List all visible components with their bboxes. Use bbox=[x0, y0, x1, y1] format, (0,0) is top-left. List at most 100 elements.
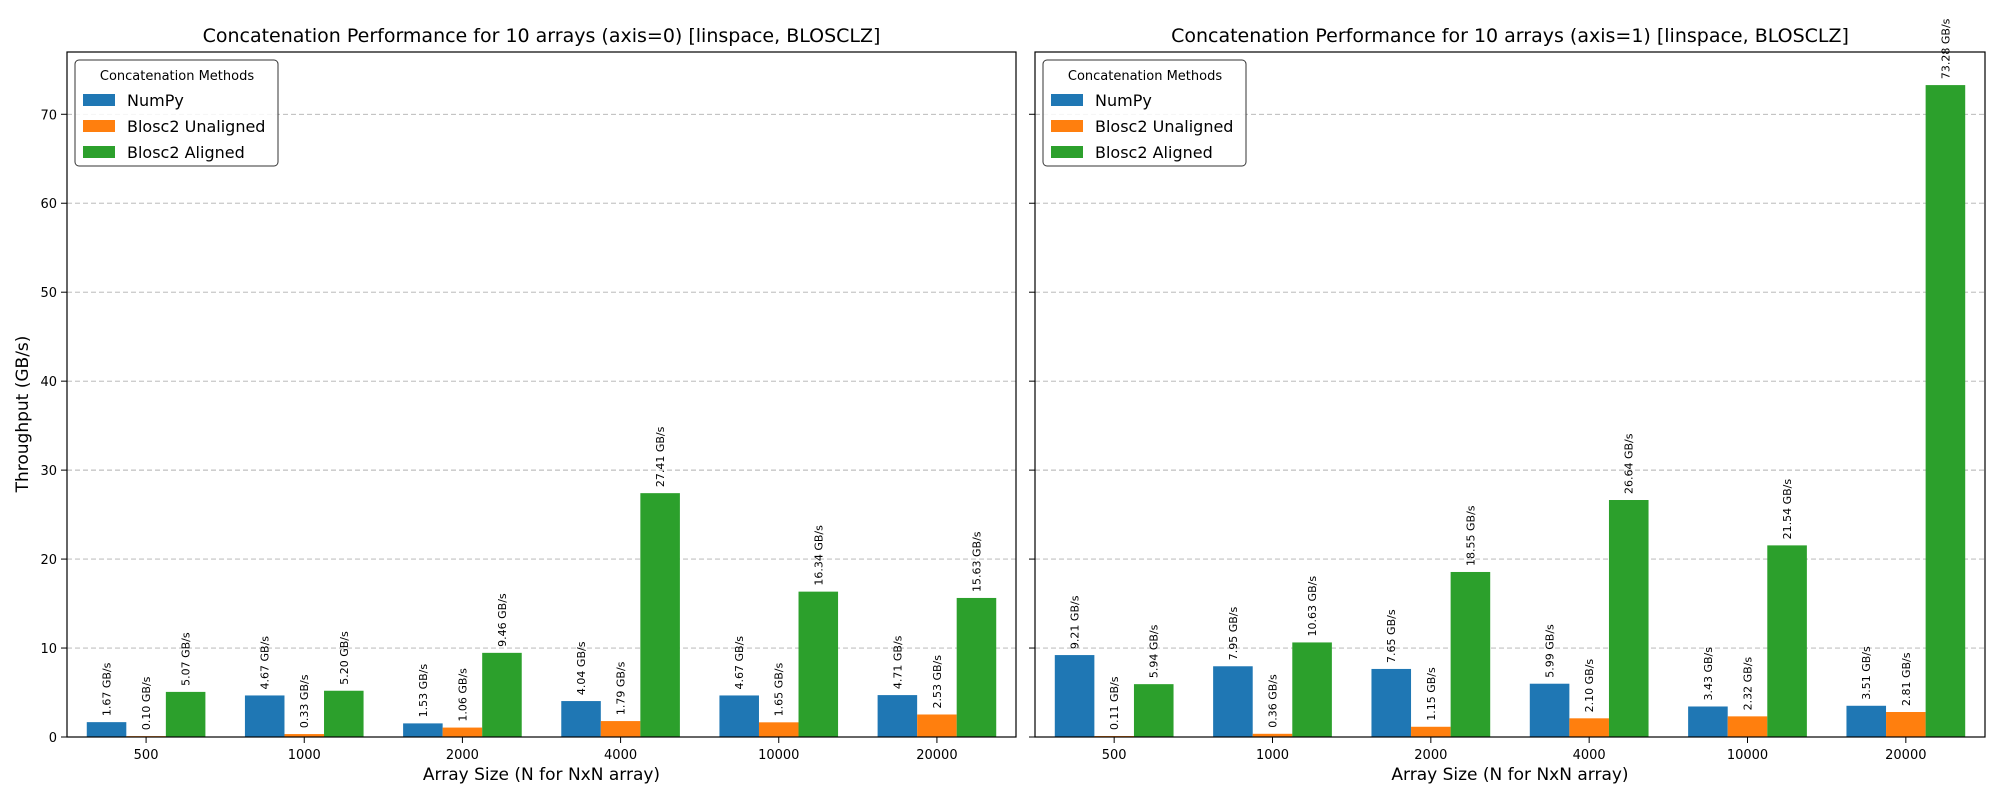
bar-blosc2-unaligned-4000[interactable] bbox=[1569, 718, 1609, 737]
bar-value-label: 7.65 GB/s bbox=[1385, 609, 1398, 663]
bar-blosc2-aligned-1000[interactable] bbox=[1292, 642, 1332, 737]
bar-value-label: 1.79 GB/s bbox=[615, 661, 628, 715]
bar-blosc2-unaligned-1000[interactable] bbox=[284, 734, 325, 737]
x-tick-label: 500 bbox=[1102, 748, 1127, 763]
bar-blosc2-unaligned-10000[interactable] bbox=[1727, 716, 1768, 737]
y-tick-label: 50 bbox=[40, 286, 57, 301]
bar-numpy-10000[interactable] bbox=[1688, 706, 1728, 737]
bar-numpy-500[interactable] bbox=[86, 722, 127, 737]
bar-blosc2-aligned-4000[interactable] bbox=[1608, 500, 1649, 737]
bar-numpy-20000[interactable] bbox=[877, 695, 918, 737]
x-tick-label: 500 bbox=[134, 748, 159, 763]
y-tick-label: 0 bbox=[49, 731, 57, 746]
bar-numpy-2000[interactable] bbox=[403, 723, 443, 737]
legend-title: Concatenation Methods bbox=[1068, 69, 1222, 84]
bar-value-label: 1.53 GB/s bbox=[417, 664, 430, 718]
x-axis-label: Array Size (N for NxN array) bbox=[1391, 765, 1628, 785]
bar-blosc2-aligned-500[interactable] bbox=[165, 691, 206, 737]
bar-value-label: 0.11 GB/s bbox=[1108, 676, 1121, 730]
legend[interactable]: Concatenation Methods NumPy Blosc2 Unalign… bbox=[74, 59, 279, 167]
bar-blosc2-aligned-20000[interactable] bbox=[956, 597, 997, 737]
legend-swatch bbox=[1051, 146, 1083, 158]
bar-blosc2-aligned-10000[interactable] bbox=[1767, 545, 1807, 737]
y-tick-label: 40 bbox=[40, 375, 57, 390]
axes-frame bbox=[66, 51, 1017, 738]
bar-value-label: 15.63 GB/s bbox=[970, 531, 983, 592]
bar-value-label: 4.04 GB/s bbox=[575, 641, 588, 695]
bar-value-label: 7.95 GB/s bbox=[1227, 607, 1240, 661]
bar-blosc2-unaligned-2000[interactable] bbox=[442, 727, 483, 737]
shared-y-axis-label: Throughput (GB/s) bbox=[13, 336, 33, 494]
bar-value-label: 2.81 GB/s bbox=[1900, 652, 1913, 706]
x-tick-label: 10000 bbox=[758, 748, 799, 763]
bar-blosc2-unaligned-2000[interactable] bbox=[1411, 726, 1451, 737]
chart-panel-1: 0 10 20 30 40 50 60 70 1.67 GB/s 4.67 GB/s 1.53 GB… bbox=[40, 25, 1017, 785]
bar-numpy-1000[interactable] bbox=[244, 695, 285, 737]
x-axis-label: Array Size (N for NxN array) bbox=[423, 765, 660, 785]
bar-numpy-10000[interactable] bbox=[719, 695, 759, 737]
bar-numpy-500[interactable] bbox=[1054, 655, 1095, 737]
bar-value-label: 4.67 GB/s bbox=[259, 636, 272, 690]
bar-numpy-4000[interactable] bbox=[1529, 683, 1570, 737]
bar-blosc2-aligned-1000[interactable] bbox=[324, 690, 364, 737]
bar-value-label: 18.55 GB/s bbox=[1464, 505, 1477, 566]
bar-value-label: 9.46 GB/s bbox=[496, 593, 509, 647]
x-tick-label: 1000 bbox=[1256, 748, 1289, 763]
bar-value-label: 0.36 GB/s bbox=[1267, 674, 1280, 728]
axes-frame bbox=[1034, 51, 1986, 738]
bar-blosc2-aligned-20000[interactable] bbox=[1925, 85, 1966, 737]
bar-blosc2-unaligned-20000[interactable] bbox=[1886, 712, 1926, 737]
legend-entry: NumPy bbox=[127, 91, 184, 110]
chart-title: Concatenation Performance for 10 arrays … bbox=[203, 25, 881, 47]
bar-value-label: 1.65 GB/s bbox=[773, 663, 786, 717]
bar-value-label: 26.64 GB/s bbox=[1623, 433, 1636, 494]
legend-entry: NumPy bbox=[1095, 91, 1152, 110]
bar-value-label: 9.21 GB/s bbox=[1069, 595, 1082, 649]
legend[interactable]: Concatenation Methods NumPy Blosc2 Unalign… bbox=[1042, 59, 1247, 167]
bar-value-label: 2.32 GB/s bbox=[1742, 657, 1755, 711]
bar-numpy-4000[interactable] bbox=[561, 701, 601, 737]
x-tick-label: 1000 bbox=[288, 748, 321, 763]
bar-numpy-20000[interactable] bbox=[1846, 705, 1887, 737]
bar-numpy-2000[interactable] bbox=[1371, 668, 1412, 737]
legend-box bbox=[74, 59, 279, 167]
bar-value-label: 0.10 GB/s bbox=[140, 676, 153, 730]
x-tick-label: 4000 bbox=[604, 748, 637, 763]
bar-value-label: 5.07 GB/s bbox=[180, 632, 193, 686]
bar-value-label: 73.28 GB/s bbox=[1939, 18, 1952, 79]
y-tick-label: 70 bbox=[40, 108, 57, 123]
legend-box bbox=[1042, 59, 1247, 167]
bar-blosc2-aligned-2000[interactable] bbox=[1450, 571, 1491, 737]
bar-blosc2-unaligned-1000[interactable] bbox=[1252, 733, 1293, 737]
x-tick-label: 20000 bbox=[1885, 748, 1926, 763]
bar-value-label: 0.33 GB/s bbox=[298, 674, 311, 728]
x-tick-label: 20000 bbox=[916, 748, 957, 763]
bar-blosc2-aligned-10000[interactable] bbox=[798, 591, 839, 737]
x-tick-label: 2000 bbox=[446, 748, 479, 763]
y-tick-label: 60 bbox=[40, 197, 57, 212]
bar-blosc2-aligned-500[interactable] bbox=[1133, 684, 1174, 737]
legend-entry: Blosc2 Unaligned bbox=[1095, 117, 1233, 136]
bar-value-label: 1.06 GB/s bbox=[456, 668, 469, 722]
bar-blosc2-aligned-4000[interactable] bbox=[640, 493, 680, 737]
bar-value-label: 5.94 GB/s bbox=[1148, 624, 1161, 678]
legend-swatch bbox=[83, 146, 115, 158]
bar-blosc2-unaligned-10000[interactable] bbox=[758, 722, 799, 737]
bar-value-label: 1.67 GB/s bbox=[101, 662, 114, 716]
legend-swatch bbox=[1051, 120, 1083, 132]
bar-value-label: 4.67 GB/s bbox=[733, 636, 746, 690]
bar-value-label: 3.43 GB/s bbox=[1702, 647, 1715, 701]
bar-value-label: 2.10 GB/s bbox=[1583, 659, 1596, 713]
legend-swatch bbox=[83, 94, 115, 106]
chart-title: Concatenation Performance for 10 arrays … bbox=[1171, 25, 1849, 47]
bar-blosc2-unaligned-20000[interactable] bbox=[917, 714, 957, 737]
bar-value-label: 21.54 GB/s bbox=[1781, 479, 1794, 540]
bar-numpy-1000[interactable] bbox=[1213, 666, 1253, 737]
x-tick-label: 2000 bbox=[1414, 748, 1447, 763]
bar-value-label: 16.34 GB/s bbox=[812, 525, 825, 586]
y-tick-label: 20 bbox=[40, 553, 57, 568]
bar-value-label: 1.15 GB/s bbox=[1425, 667, 1438, 721]
bar-blosc2-unaligned-4000[interactable] bbox=[600, 721, 641, 737]
bar-blosc2-aligned-2000[interactable] bbox=[482, 652, 522, 737]
